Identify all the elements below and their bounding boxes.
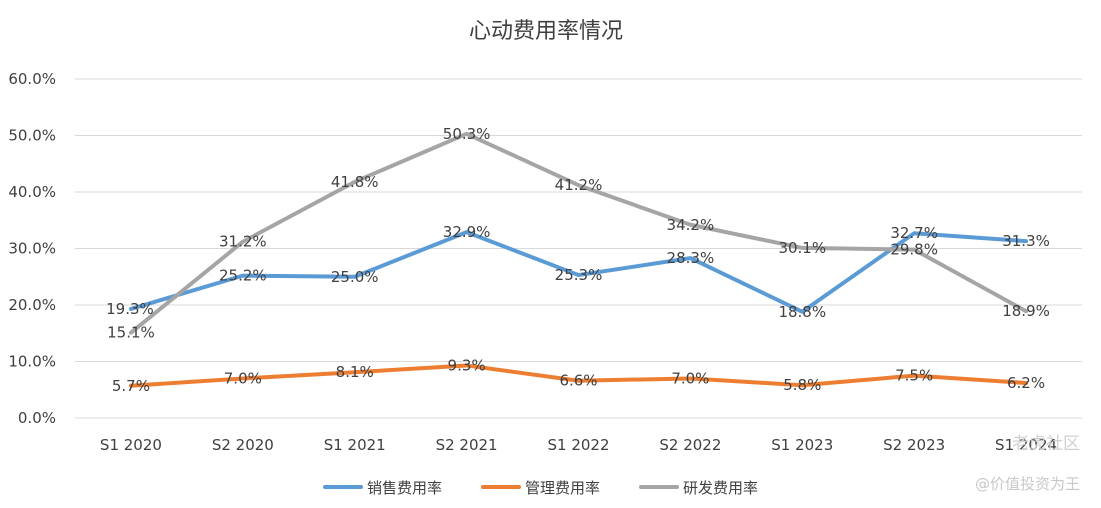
- data-label: 50.3%: [443, 125, 491, 143]
- data-label: 30.1%: [778, 239, 826, 257]
- data-label: 41.2%: [555, 176, 603, 194]
- y-tick-label: 30.0%: [8, 240, 56, 258]
- data-point: [913, 232, 915, 234]
- x-tick-label: S2 2023: [883, 436, 945, 454]
- data-label: 32.9%: [443, 223, 491, 241]
- data-point: [1025, 240, 1027, 242]
- data-label: 31.3%: [1002, 232, 1050, 250]
- x-axis-ticks: S1 2020 S2 2020 S1 2021 S2 2021 S1 2022 S2 20…: [100, 436, 1057, 454]
- data-label: 6.2%: [1007, 374, 1045, 392]
- data-point: [689, 224, 691, 226]
- data-point: [1025, 310, 1027, 312]
- data-point: [466, 231, 468, 233]
- data-point: [801, 311, 803, 313]
- data-label: 25.0%: [331, 268, 379, 286]
- data-point: [354, 181, 356, 183]
- x-tick-label: S2 2022: [659, 436, 721, 454]
- y-tick-label: 50.0%: [8, 127, 56, 145]
- x-tick-label: S2 2021: [436, 436, 498, 454]
- y-axis-ticks: 0.0% 10.0% 20.0% 30.0% 40.0% 50.0% 60.0%: [8, 70, 56, 427]
- data-label: 7.5%: [895, 367, 933, 385]
- data-label: 41.8%: [331, 173, 379, 191]
- data-label: 29.8%: [890, 241, 938, 259]
- y-tick-label: 20.0%: [8, 296, 56, 314]
- legend-label: 研发费用率: [683, 479, 758, 497]
- data-label: 34.2%: [667, 216, 715, 234]
- y-tick-label: 0.0%: [18, 409, 56, 427]
- data-point: [466, 133, 468, 135]
- data-point: [578, 274, 579, 276]
- data-label: 5.7%: [112, 377, 150, 395]
- y-tick-label: 10.0%: [8, 353, 56, 371]
- watermark: 老虎社区 @价值投资为王: [975, 434, 1080, 493]
- data-label: 6.6%: [559, 372, 597, 390]
- data-label: 31.2%: [219, 233, 267, 251]
- data-point: [689, 257, 691, 259]
- data-point: [1025, 382, 1027, 384]
- gridlines: [75, 78, 1082, 419]
- y-tick-label: 40.0%: [8, 183, 56, 201]
- data-point: [242, 275, 244, 277]
- data-label: 7.0%: [671, 369, 709, 387]
- data-label: 18.8%: [778, 303, 826, 321]
- data-label: 7.0%: [224, 369, 262, 387]
- data-label: 18.9%: [1002, 302, 1050, 320]
- data-point: [130, 308, 132, 310]
- x-tick-label: S1 2020: [100, 436, 162, 454]
- x-tick-label: S2 2020: [212, 436, 274, 454]
- data-point: [130, 385, 132, 387]
- data-point: [913, 249, 915, 251]
- data-label: 9.3%: [448, 356, 486, 374]
- data-point: [689, 377, 691, 379]
- data-point: [578, 380, 579, 382]
- series-lines: [128, 131, 1029, 388]
- legend: 销售费用率 管理费用率 研发费用率: [323, 479, 758, 497]
- data-point: [130, 332, 132, 334]
- x-tick-label: S1 2022: [547, 436, 609, 454]
- data-label: 8.1%: [336, 363, 374, 381]
- watermark-brand: 老虎社区: [1012, 434, 1080, 454]
- legend-label: 销售费用率: [367, 479, 442, 497]
- data-point: [242, 241, 244, 243]
- data-point: [354, 276, 356, 278]
- data-label: 25.2%: [219, 267, 267, 285]
- data-point: [801, 384, 803, 386]
- data-point: [913, 375, 915, 377]
- data-labels: 19.3% 25.2% 25.0% 32.9% 25.3% 28.3% 18.8% 32.7%…: [106, 125, 1050, 395]
- x-tick-label: S1 2021: [324, 436, 386, 454]
- data-point: [242, 377, 244, 379]
- x-tick-label: S1 2024: [995, 436, 1057, 454]
- y-tick-label: 60.0%: [8, 70, 56, 88]
- data-label: 28.3%: [667, 249, 715, 267]
- watermark-author: @价值投资为王: [975, 475, 1080, 493]
- data-point: [466, 364, 468, 366]
- data-label: 5.8%: [783, 376, 821, 394]
- legend-label: 管理费用率: [525, 479, 600, 497]
- data-label: 15.1%: [107, 324, 155, 342]
- data-label: 25.3%: [555, 266, 603, 284]
- x-tick-label: S1 2023: [771, 436, 833, 454]
- data-point: [354, 371, 356, 373]
- data-label: 19.3%: [106, 300, 154, 318]
- data-label: 32.7%: [890, 224, 938, 242]
- data-point: [801, 247, 803, 249]
- chart-title: 心动费用率情况: [469, 19, 623, 44]
- data-point: [578, 184, 579, 186]
